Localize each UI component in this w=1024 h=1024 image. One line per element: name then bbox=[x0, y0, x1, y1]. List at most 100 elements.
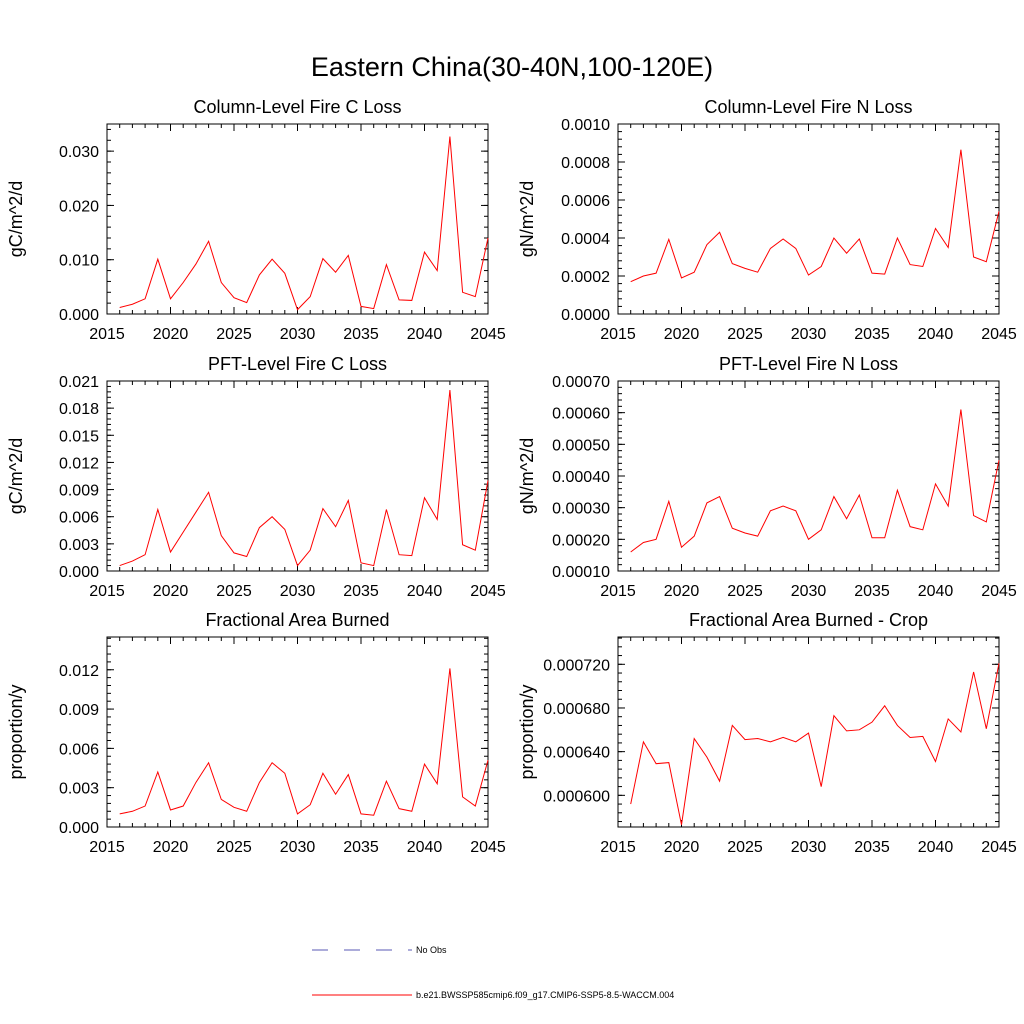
x-tick-label: 2015 bbox=[89, 583, 125, 600]
panel-2: Column-Level Fire N Loss gN/m^2/d 2015 2020… bbox=[517, 97, 1017, 343]
legend-no-obs-label: No Obs bbox=[416, 945, 447, 955]
y-tick-label: 0.012 bbox=[59, 455, 99, 472]
y-axis-label: gN/m^2/d bbox=[517, 181, 537, 257]
y-tick-label: 0.000600 bbox=[543, 788, 610, 805]
x-tick-label: 2025 bbox=[216, 583, 252, 600]
y-tick-label: 0.00050 bbox=[552, 437, 610, 454]
y-tick-label: 0.021 bbox=[59, 374, 99, 391]
y-tick-label: 0.009 bbox=[59, 702, 99, 719]
series-line bbox=[630, 409, 1000, 553]
x-tick-label: 2025 bbox=[216, 326, 252, 343]
y-tick-label: 0.0010 bbox=[561, 117, 610, 134]
y-tick-label: 0.009 bbox=[59, 483, 99, 500]
series-line bbox=[119, 390, 489, 567]
y-tick-label: 0.0004 bbox=[561, 231, 610, 248]
y-tick-label: 0.012 bbox=[59, 663, 99, 680]
y-tick-label: 0.00070 bbox=[552, 374, 610, 391]
x-tick-label: 2025 bbox=[727, 326, 763, 343]
y-tick-label: 0.0006 bbox=[561, 193, 610, 210]
plot-frame bbox=[617, 123, 1000, 315]
x-tick-label: 2045 bbox=[981, 839, 1017, 856]
legend-model-label: b.e21.BWSSP585cmip6.f09_g17.CMIP6-SSP5-8… bbox=[416, 990, 674, 1000]
x-tick-label: 2025 bbox=[216, 839, 252, 856]
series-line bbox=[119, 668, 489, 816]
y-tick-label: 0.000640 bbox=[543, 745, 610, 762]
y-axis-label: gC/m^2/d bbox=[6, 438, 26, 514]
x-tick-label: 2030 bbox=[791, 839, 827, 856]
series-line bbox=[630, 149, 1000, 283]
y-tick-label: 0.006 bbox=[59, 741, 99, 758]
x-tick-label: 2045 bbox=[981, 326, 1017, 343]
panel-title: Fractional Area Burned - Crop bbox=[689, 610, 928, 630]
y-tick-label: 0.006 bbox=[59, 510, 99, 527]
y-tick-label: 0.010 bbox=[59, 253, 99, 270]
panel-1: Column-Level Fire C Loss gC/m^2/d 2015 2020… bbox=[6, 97, 506, 343]
x-tick-label: 2030 bbox=[280, 839, 316, 856]
y-tick-label: 0.000 bbox=[59, 820, 99, 837]
y-tick-label: 0.0008 bbox=[561, 155, 610, 172]
series-line bbox=[630, 663, 1000, 825]
y-tick-label: 0.0000 bbox=[561, 307, 610, 324]
panel-6: Fractional Area Burned - Crop proportion/… bbox=[517, 610, 1017, 856]
panel-5: Fractional Area Burned proportion/y 2015 20… bbox=[6, 610, 506, 856]
x-tick-label: 2045 bbox=[470, 326, 506, 343]
plot-frame bbox=[617, 636, 1000, 828]
panels: Column-Level Fire C Loss gC/m^2/d 2015 2020… bbox=[6, 97, 1017, 856]
x-tick-label: 2020 bbox=[153, 583, 189, 600]
x-tick-label: 2015 bbox=[600, 583, 636, 600]
y-tick-label: 0.018 bbox=[59, 401, 99, 418]
y-tick-label: 0.000720 bbox=[543, 657, 610, 674]
x-tick-label: 2015 bbox=[600, 326, 636, 343]
x-tick-label: 2045 bbox=[981, 583, 1017, 600]
y-tick-label: 0.000680 bbox=[543, 701, 610, 718]
panel-title: Column-Level Fire C Loss bbox=[193, 97, 401, 117]
x-tick-label: 2020 bbox=[153, 326, 189, 343]
x-tick-label: 2025 bbox=[727, 839, 763, 856]
series-line bbox=[119, 136, 489, 311]
x-tick-label: 2015 bbox=[89, 326, 125, 343]
plot-frame bbox=[106, 380, 489, 572]
y-tick-label: 0.00010 bbox=[552, 564, 610, 581]
panel-title: PFT-Level Fire C Loss bbox=[208, 354, 387, 374]
x-tick-label: 2030 bbox=[791, 583, 827, 600]
plot-frame bbox=[106, 123, 489, 315]
plot-frame bbox=[617, 380, 1000, 572]
y-axis-label: proportion/y bbox=[6, 684, 26, 779]
y-tick-label: 0.015 bbox=[59, 428, 99, 445]
x-tick-label: 2020 bbox=[664, 326, 700, 343]
y-tick-label: 0.030 bbox=[59, 144, 99, 161]
x-tick-label: 2020 bbox=[153, 839, 189, 856]
x-tick-label: 2020 bbox=[664, 583, 700, 600]
x-tick-label: 2035 bbox=[343, 839, 379, 856]
x-tick-label: 2020 bbox=[664, 839, 700, 856]
y-tick-label: 0.020 bbox=[59, 198, 99, 215]
y-axis-label: proportion/y bbox=[517, 684, 537, 779]
x-tick-label: 2015 bbox=[89, 839, 125, 856]
plot-frame bbox=[106, 636, 489, 828]
y-tick-label: 0.00020 bbox=[552, 532, 610, 549]
y-tick-label: 0.00060 bbox=[552, 406, 610, 423]
x-tick-label: 2040 bbox=[918, 326, 954, 343]
x-tick-label: 2040 bbox=[407, 839, 443, 856]
x-tick-label: 2045 bbox=[470, 583, 506, 600]
x-tick-label: 2040 bbox=[918, 583, 954, 600]
x-tick-label: 2015 bbox=[600, 839, 636, 856]
x-tick-label: 2035 bbox=[854, 326, 890, 343]
x-tick-label: 2025 bbox=[727, 583, 763, 600]
x-tick-label: 2030 bbox=[280, 326, 316, 343]
x-tick-label: 2030 bbox=[280, 583, 316, 600]
figure-title: Eastern China(30-40N,100-120E) bbox=[311, 52, 713, 82]
legend: No Obs b.e21.BWSSP585cmip6.f09_g17.CMIP6… bbox=[312, 945, 674, 1000]
y-tick-label: 0.000 bbox=[59, 564, 99, 581]
x-tick-label: 2040 bbox=[918, 839, 954, 856]
y-tick-label: 0.003 bbox=[59, 537, 99, 554]
y-tick-label: 0.00040 bbox=[552, 469, 610, 486]
panel-4: PFT-Level Fire N Loss gN/m^2/d 2015 2020 202… bbox=[517, 354, 1017, 600]
x-tick-label: 2035 bbox=[854, 583, 890, 600]
x-tick-label: 2035 bbox=[343, 583, 379, 600]
x-tick-label: 2035 bbox=[343, 326, 379, 343]
y-tick-label: 0.0002 bbox=[561, 269, 610, 286]
y-tick-label: 0.000 bbox=[59, 307, 99, 324]
panel-3: PFT-Level Fire C Loss gC/m^2/d 2015 2020 202… bbox=[6, 354, 506, 600]
y-tick-label: 0.003 bbox=[59, 781, 99, 798]
